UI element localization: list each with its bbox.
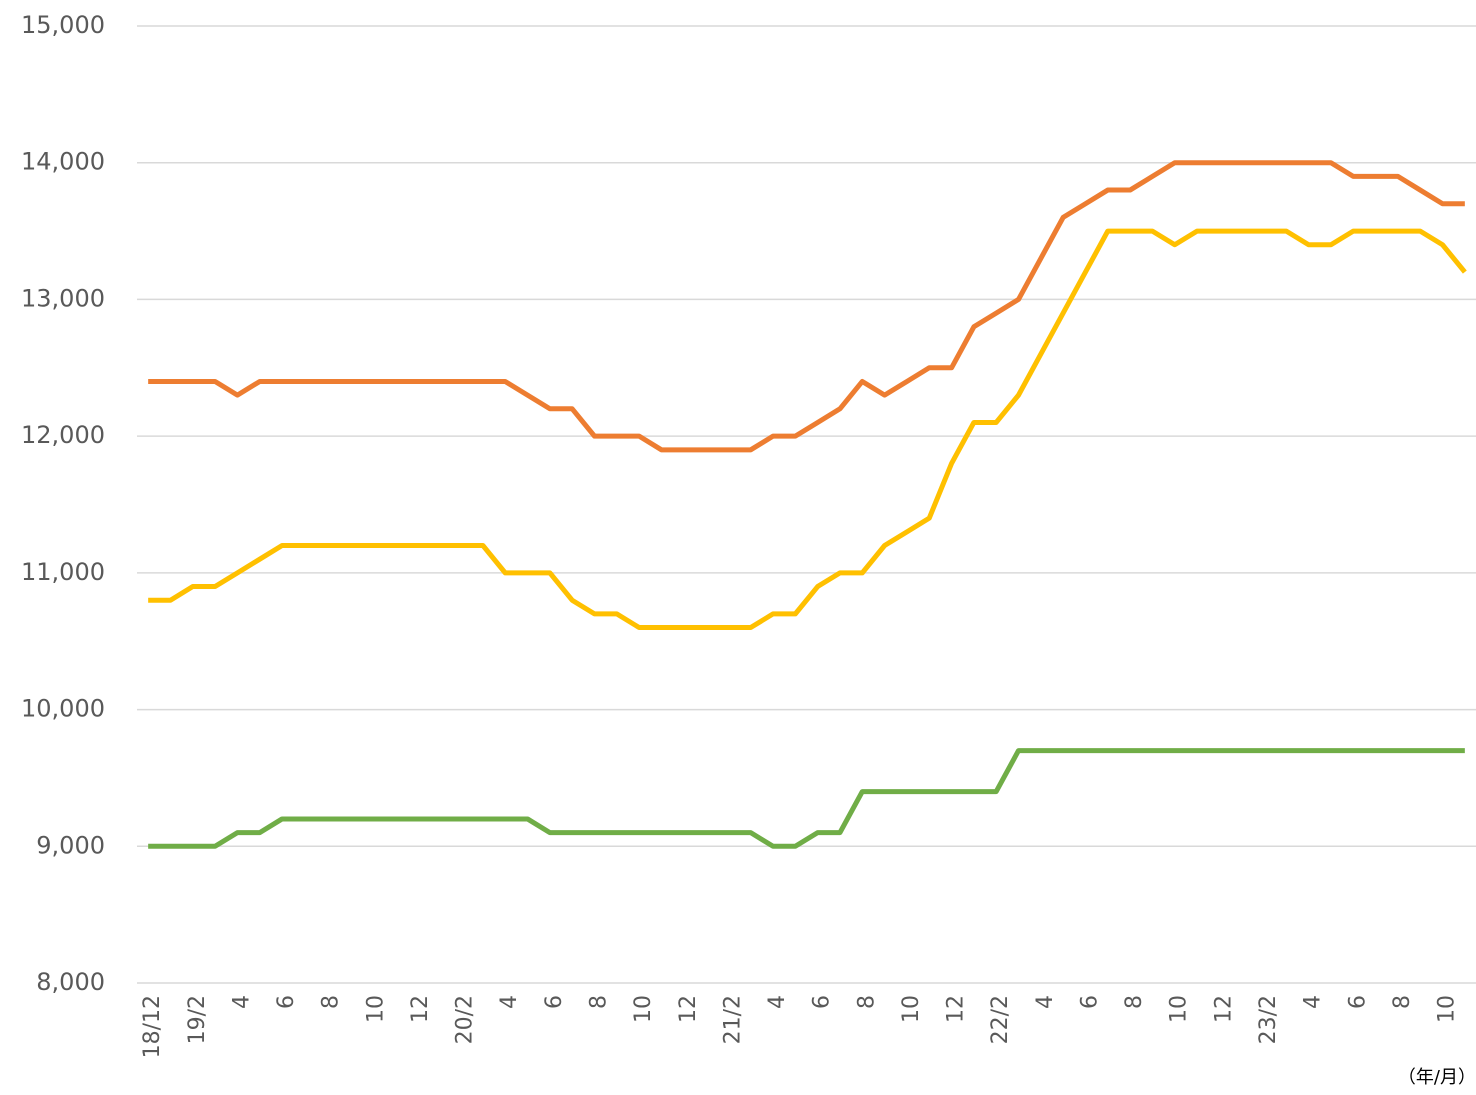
x-tick-label: 4 — [229, 995, 254, 1009]
x-tick-label: 4 — [765, 995, 790, 1009]
y-tick-label: 8,000 — [36, 968, 105, 996]
x-tick-label: 10 — [631, 995, 656, 1023]
x-tick-label: 4 — [497, 995, 522, 1009]
y-tick-label: 10,000 — [21, 695, 105, 723]
y-tick-label: 15,000 — [21, 11, 105, 39]
x-tick-label: 6 — [810, 995, 835, 1009]
x-tick-label: 21/2 — [720, 995, 745, 1044]
x-tick-label: 12 — [1211, 995, 1236, 1023]
x-tick-label: 19/2 — [185, 995, 210, 1044]
x-tick-label: 20/2 — [453, 995, 478, 1044]
x-tick-label: 8 — [1122, 995, 1147, 1009]
x-axis-label: （年/月） — [1398, 1067, 1476, 1088]
x-tick-label: 8 — [854, 995, 879, 1009]
x-tick-label: 8 — [319, 995, 344, 1009]
series-line — [148, 228, 1467, 631]
x-tick-label: 12 — [944, 995, 969, 1023]
y-tick-label: 13,000 — [21, 284, 105, 312]
x-tick-label: 8 — [1390, 995, 1415, 1009]
series-line — [148, 160, 1465, 453]
x-tick-label: 4 — [1301, 995, 1326, 1009]
y-tick-label: 14,000 — [21, 148, 105, 176]
x-tick-label: 23/2 — [1256, 995, 1281, 1044]
series-line — [148, 748, 1465, 849]
x-tick-label: 10 — [899, 995, 924, 1023]
x-tick-label: 10 — [1435, 995, 1460, 1023]
x-tick-label: 6 — [1077, 995, 1102, 1009]
x-tick-label: 10 — [1167, 995, 1192, 1023]
x-tick-label: 12 — [408, 995, 433, 1023]
x-tick-label: 6 — [1345, 995, 1370, 1009]
x-tick-label: 4 — [1033, 995, 1058, 1009]
x-tick-label: 12 — [676, 995, 701, 1023]
x-tick-label: 6 — [274, 995, 299, 1009]
x-tick-label: 8 — [586, 995, 611, 1009]
x-tick-label: 22/2 — [988, 995, 1013, 1044]
x-tick-label: 10 — [363, 995, 388, 1023]
y-tick-label: 11,000 — [21, 558, 105, 586]
y-tick-label: 12,000 — [21, 421, 105, 449]
x-tick-label: 6 — [542, 995, 567, 1009]
y-tick-label: 9,000 — [36, 831, 105, 859]
x-tick-label: 18/12 — [140, 995, 165, 1058]
